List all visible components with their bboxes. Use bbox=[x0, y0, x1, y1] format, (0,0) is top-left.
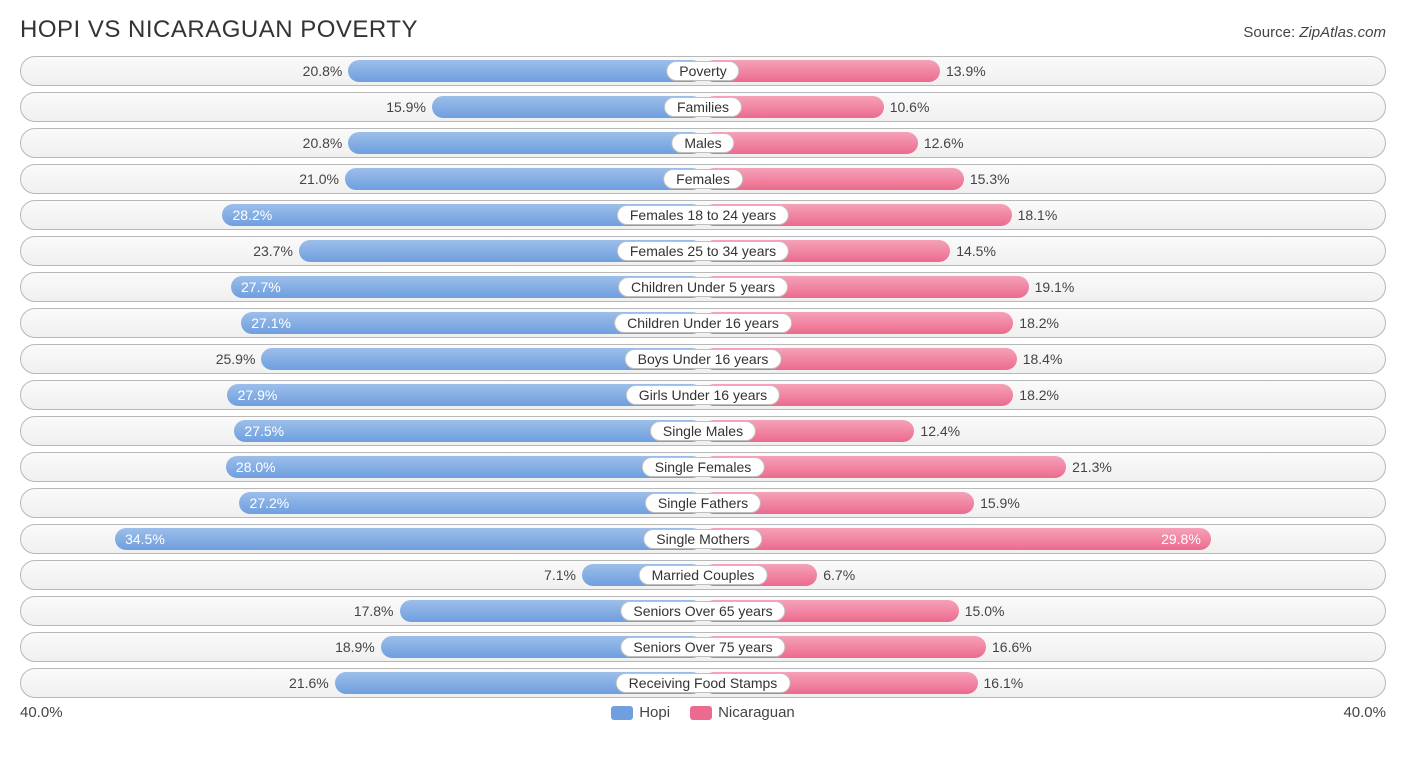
chart-header: HOPI VS NICARAGUAN POVERTY Source: ZipAt… bbox=[20, 16, 1386, 44]
row-label: Single Females bbox=[642, 457, 765, 477]
chart-row: 27.1% 18.2% Children Under 16 years bbox=[20, 308, 1386, 338]
legend-item-right: Nicaraguan bbox=[690, 704, 795, 721]
bar-right bbox=[703, 528, 1211, 550]
chart-source: Source: ZipAtlas.com bbox=[1243, 24, 1386, 41]
row-label: Boys Under 16 years bbox=[625, 349, 782, 369]
chart-row: 20.8% 13.9% Poverty bbox=[20, 56, 1386, 86]
bar-left bbox=[432, 96, 703, 118]
value-right: 16.1% bbox=[984, 675, 1024, 691]
value-right: 18.2% bbox=[1019, 387, 1059, 403]
chart-row: 17.8% 15.0% Seniors Over 65 years bbox=[20, 596, 1386, 626]
chart-row: 21.0% 15.3% Females bbox=[20, 164, 1386, 194]
value-right: 12.6% bbox=[924, 135, 964, 151]
value-left: 18.9% bbox=[335, 639, 375, 655]
value-left: 21.0% bbox=[299, 171, 339, 187]
row-label: Females bbox=[663, 169, 743, 189]
chart-row: 25.9% 18.4% Boys Under 16 years bbox=[20, 344, 1386, 374]
value-right: 14.5% bbox=[956, 243, 996, 259]
source-label: Source: bbox=[1243, 24, 1299, 41]
axis-right-max: 40.0% bbox=[1343, 704, 1386, 721]
chart-row: 27.5% 12.4% Single Males bbox=[20, 416, 1386, 446]
bar-right bbox=[703, 132, 918, 154]
bar-left bbox=[226, 456, 703, 478]
legend-label-left: Hopi bbox=[639, 704, 670, 721]
chart-row: 20.8% 12.6% Males bbox=[20, 128, 1386, 158]
chart-row: 27.9% 18.2% Girls Under 16 years bbox=[20, 380, 1386, 410]
row-label: Children Under 16 years bbox=[614, 313, 792, 333]
value-right: 16.6% bbox=[992, 639, 1032, 655]
bar-left bbox=[115, 528, 703, 550]
value-right: 15.9% bbox=[980, 495, 1020, 511]
value-left: 27.9% bbox=[238, 387, 278, 403]
value-left: 27.7% bbox=[241, 279, 281, 295]
value-left: 34.5% bbox=[125, 531, 165, 547]
bar-left bbox=[234, 420, 703, 442]
chart-row: 15.9% 10.6% Families bbox=[20, 92, 1386, 122]
value-right: 6.7% bbox=[823, 567, 855, 583]
value-left: 27.5% bbox=[244, 423, 284, 439]
value-right: 15.0% bbox=[965, 603, 1005, 619]
row-label: Single Mothers bbox=[643, 529, 762, 549]
source-value: ZipAtlas.com bbox=[1299, 24, 1386, 41]
value-left: 28.0% bbox=[236, 459, 276, 475]
value-right: 15.3% bbox=[970, 171, 1010, 187]
row-label: Girls Under 16 years bbox=[626, 385, 780, 405]
bar-left bbox=[348, 132, 703, 154]
row-label: Single Males bbox=[650, 421, 756, 441]
value-left: 25.9% bbox=[216, 351, 256, 367]
chart-row: 18.9% 16.6% Seniors Over 75 years bbox=[20, 632, 1386, 662]
value-right: 10.6% bbox=[890, 99, 930, 115]
value-left: 20.8% bbox=[303, 135, 343, 151]
chart-row: 28.0% 21.3% Single Females bbox=[20, 452, 1386, 482]
value-right: 21.3% bbox=[1072, 459, 1112, 475]
row-label: Seniors Over 65 years bbox=[620, 601, 785, 621]
row-label: Married Couples bbox=[639, 565, 768, 585]
value-right: 19.1% bbox=[1035, 279, 1075, 295]
legend: Hopi Nicaraguan bbox=[611, 704, 795, 721]
row-label: Families bbox=[664, 97, 742, 117]
axis-left-max: 40.0% bbox=[20, 704, 63, 721]
row-label: Females 18 to 24 years bbox=[617, 205, 789, 225]
value-left: 27.1% bbox=[251, 315, 291, 331]
row-label: Seniors Over 75 years bbox=[620, 637, 785, 657]
chart-row: 23.7% 14.5% Females 25 to 34 years bbox=[20, 236, 1386, 266]
row-label: Poverty bbox=[666, 61, 739, 81]
value-right: 13.9% bbox=[946, 63, 986, 79]
bar-left bbox=[239, 492, 703, 514]
value-right: 29.8% bbox=[1161, 531, 1201, 547]
row-label: Single Fathers bbox=[645, 493, 761, 513]
row-label: Children Under 5 years bbox=[618, 277, 788, 297]
value-right: 18.4% bbox=[1023, 351, 1063, 367]
value-left: 28.2% bbox=[233, 207, 273, 223]
legend-label-right: Nicaraguan bbox=[718, 704, 795, 721]
value-right: 12.4% bbox=[920, 423, 960, 439]
chart-row: 21.6% 16.1% Receiving Food Stamps bbox=[20, 668, 1386, 698]
legend-swatch-left bbox=[611, 706, 633, 720]
value-left: 17.8% bbox=[354, 603, 394, 619]
row-label: Receiving Food Stamps bbox=[616, 673, 791, 693]
chart-footer: 40.0% Hopi Nicaraguan 40.0% bbox=[20, 704, 1386, 721]
value-left: 21.6% bbox=[289, 675, 329, 691]
row-label: Females 25 to 34 years bbox=[617, 241, 789, 261]
value-left: 20.8% bbox=[303, 63, 343, 79]
value-left: 23.7% bbox=[253, 243, 293, 259]
chart-title: HOPI VS NICARAGUAN POVERTY bbox=[20, 16, 418, 44]
chart-row: 27.7% 19.1% Children Under 5 years bbox=[20, 272, 1386, 302]
legend-item-left: Hopi bbox=[611, 704, 670, 721]
value-left: 7.1% bbox=[544, 567, 576, 583]
chart-row: 27.2% 15.9% Single Fathers bbox=[20, 488, 1386, 518]
bar-left bbox=[345, 168, 703, 190]
row-label: Males bbox=[671, 133, 734, 153]
butterfly-chart: 20.8% 13.9% Poverty 15.9% 10.6% Families 20.8%… bbox=[20, 56, 1386, 698]
value-left: 15.9% bbox=[386, 99, 426, 115]
bar-left bbox=[348, 60, 703, 82]
chart-row: 34.5% 29.8% Single Mothers bbox=[20, 524, 1386, 554]
value-right: 18.2% bbox=[1019, 315, 1059, 331]
legend-swatch-right bbox=[690, 706, 712, 720]
value-right: 18.1% bbox=[1018, 207, 1058, 223]
chart-row: 7.1% 6.7% Married Couples bbox=[20, 560, 1386, 590]
value-left: 27.2% bbox=[250, 495, 290, 511]
chart-row: 28.2% 18.1% Females 18 to 24 years bbox=[20, 200, 1386, 230]
